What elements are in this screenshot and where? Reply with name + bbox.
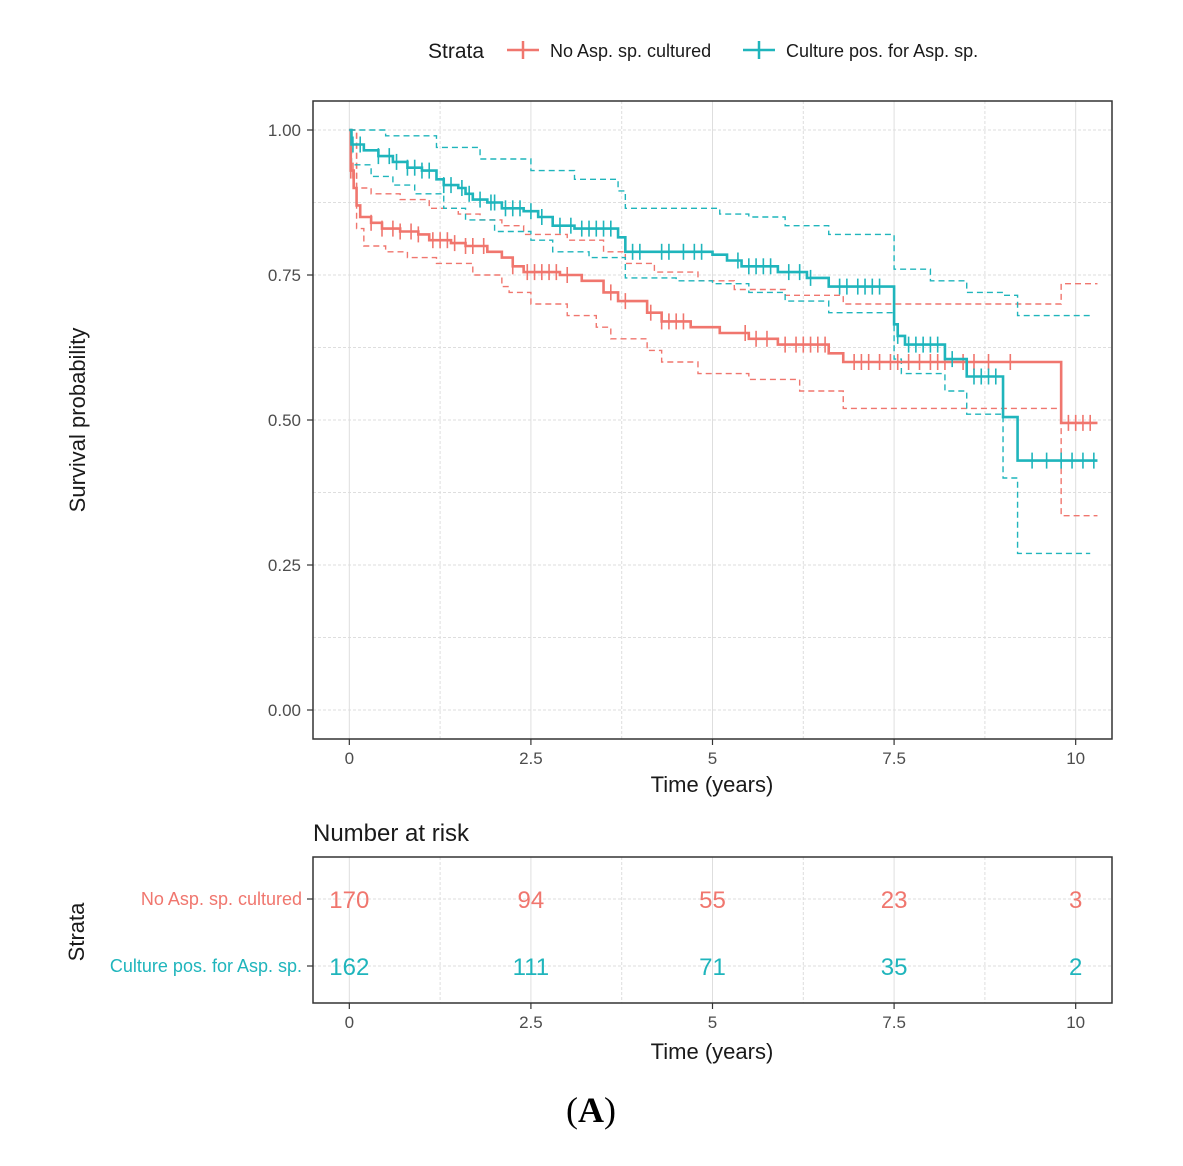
x-tick-label: 7.5 — [882, 749, 906, 768]
risk-x-tick-label: 7.5 — [882, 1013, 906, 1032]
x-tick-label: 0 — [345, 749, 354, 768]
risk-count: 23 — [881, 887, 908, 914]
risk-x-tick-label: 0 — [345, 1013, 354, 1032]
x-tick-label: 10 — [1066, 749, 1085, 768]
risk-x-tick-label: 2.5 — [519, 1013, 543, 1032]
y-tick-label: 1.00 — [268, 121, 301, 140]
risk-count: 94 — [518, 887, 545, 914]
main-series — [349, 128, 1098, 555]
risk-x-tick-label: 5 — [708, 1013, 717, 1032]
risk-table-title: Number at risk — [313, 820, 470, 847]
legend-label-culture-pos: Culture pos. for Asp. sp. — [786, 41, 978, 61]
y-tick-label: 0.25 — [268, 556, 301, 575]
risk-count: 71 — [699, 954, 726, 981]
x-tick-label: 2.5 — [519, 749, 543, 768]
risk-x-tick-label: 10 — [1066, 1013, 1085, 1032]
risk-count: 55 — [699, 887, 726, 914]
ci-upper-culture-pos — [349, 129, 1091, 317]
main-grid — [313, 101, 1112, 739]
risk-count: 2 — [1069, 954, 1082, 981]
survival-plot: 0.00 0.25 0.50 0.75 1.00 0 2.5 5 7.5 10 Survival… — [65, 100, 1113, 797]
panel-label: (A) — [566, 1090, 616, 1130]
ci-lower-culture-pos — [349, 129, 1091, 555]
x-axis-ticks: 0 2.5 5 7.5 10 — [345, 739, 1085, 768]
risk-count: 35 — [881, 954, 908, 981]
legend: Strata No Asp. sp. cultured Culture pos.… — [428, 40, 978, 63]
legend-key-no-asp — [507, 41, 539, 59]
x-tick-label: 5 — [708, 749, 717, 768]
risk-y-axis-title: Strata — [64, 902, 89, 961]
ci-lower-no-asp — [349, 129, 1098, 517]
risk-row-label: No Asp. sp. cultured — [141, 889, 302, 909]
risk-count: 170 — [329, 887, 369, 914]
y-tick-label: 0.00 — [268, 701, 301, 720]
legend-key-culture-pos — [743, 41, 775, 59]
risk-row-label: Culture pos. for Asp. sp. — [110, 956, 302, 976]
y-tick-label: 0.50 — [268, 411, 301, 430]
y-tick-label: 0.75 — [268, 266, 301, 285]
y-axis-title: Survival probability — [65, 328, 90, 513]
risk-count: 162 — [329, 954, 369, 981]
risk-count: 111 — [513, 954, 549, 981]
risk-count: 3 — [1069, 887, 1082, 914]
risk-grid — [313, 857, 1112, 1003]
risk-table: Number at risk 170 94 55 23 3 162 111 71 35 2 No … — [64, 820, 1113, 1064]
risk-x-axis-ticks: 0 2.5 5 7.5 10 — [345, 1003, 1085, 1032]
risk-x-axis-title: Time (years) — [651, 1039, 774, 1064]
y-axis-ticks: 0.00 0.25 0.50 0.75 1.00 — [268, 121, 313, 720]
risk-cells: 170 94 55 23 3 162 111 71 35 2 — [329, 887, 1082, 981]
risk-row-labels: No Asp. sp. cultured Culture pos. for Asp… — [110, 889, 313, 976]
x-axis-title: Time (years) — [651, 772, 774, 797]
legend-label-no-asp: No Asp. sp. cultured — [550, 41, 711, 61]
legend-title: Strata — [428, 40, 484, 63]
